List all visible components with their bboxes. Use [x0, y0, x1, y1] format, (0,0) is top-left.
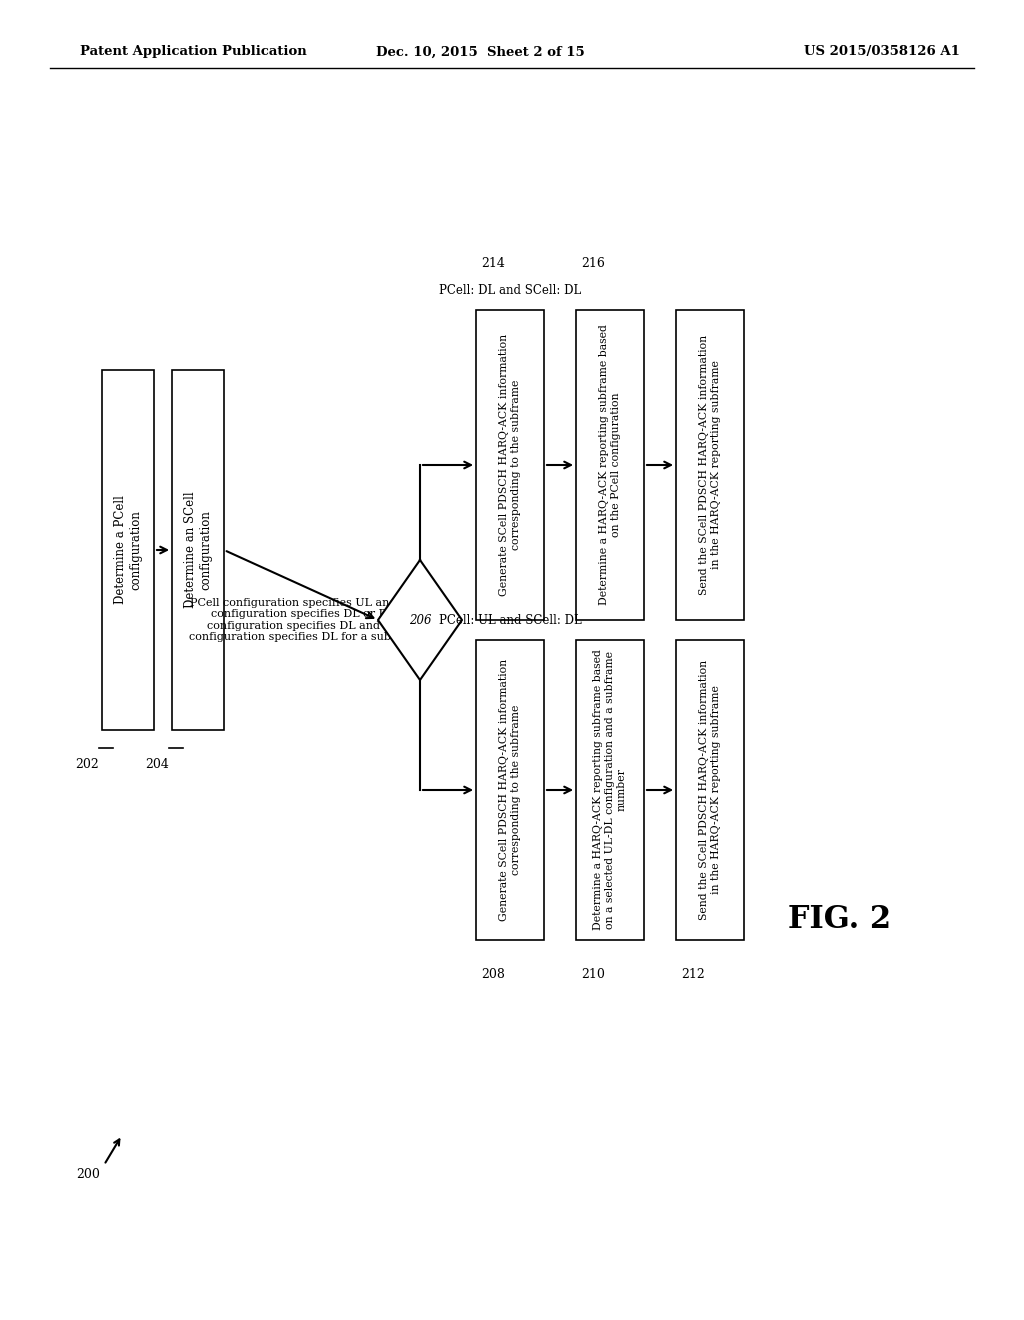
Polygon shape — [378, 560, 462, 680]
Text: US 2015/0358126 A1: US 2015/0358126 A1 — [804, 45, 961, 58]
Bar — [476, 310, 544, 620]
Text: 214: 214 — [481, 257, 505, 271]
Text: Patent Application Publication: Patent Application Publication — [80, 45, 307, 58]
Bar — [172, 370, 224, 730]
Text: PCell: DL and SCell: DL: PCell: DL and SCell: DL — [439, 284, 582, 297]
Text: Determine a HARQ-ACK reporting subframe based
on the PCell configuration: Determine a HARQ-ACK reporting subframe … — [599, 325, 621, 606]
Bar — [676, 310, 744, 620]
Text: PCell: UL and SCell: DL: PCell: UL and SCell: DL — [438, 614, 582, 627]
Bar — [575, 310, 644, 620]
Text: 206: 206 — [409, 614, 431, 627]
Text: Determine a PCell
configuration: Determine a PCell configuration — [114, 495, 142, 605]
Text: Generate SCell PDSCH HARQ-ACK information
corresponding to the subframe: Generate SCell PDSCH HARQ-ACK informatio… — [500, 659, 521, 921]
Text: Send the SCell PDSCH HARQ-ACK information
in the HARQ-ACK reporting subframe: Send the SCell PDSCH HARQ-ACK informatio… — [699, 335, 721, 595]
Text: Determine a HARQ-ACK reporting subframe based
on a selected UL-DL configuration : Determine a HARQ-ACK reporting subframe … — [593, 649, 627, 931]
Text: 212: 212 — [681, 968, 705, 981]
Text: FIG. 2: FIG. 2 — [788, 904, 892, 936]
Text: Generate SCell PDSCH HARQ-ACK information
corresponding to the subframe: Generate SCell PDSCH HARQ-ACK informatio… — [500, 334, 521, 597]
Bar — [476, 640, 544, 940]
Text: PCell configuration specifies UL and SCell
configuration specifies DL or PCell
c: PCell configuration specifies UL and SCe… — [189, 598, 431, 643]
Text: Determine an SCell
configuration: Determine an SCell configuration — [184, 491, 212, 609]
Bar — [575, 640, 644, 940]
Text: 204: 204 — [145, 758, 169, 771]
Bar — [676, 640, 744, 940]
Text: Dec. 10, 2015  Sheet 2 of 15: Dec. 10, 2015 Sheet 2 of 15 — [376, 45, 585, 58]
Text: 216: 216 — [581, 257, 605, 271]
Text: 210: 210 — [581, 968, 605, 981]
Text: 202: 202 — [75, 758, 99, 771]
Text: Send the SCell PDSCH HARQ-ACK information
in the HARQ-ACK reporting subframe: Send the SCell PDSCH HARQ-ACK informatio… — [699, 660, 721, 920]
Text: 208: 208 — [481, 968, 505, 981]
Bar — [102, 370, 154, 730]
Text: 200: 200 — [76, 1168, 100, 1181]
